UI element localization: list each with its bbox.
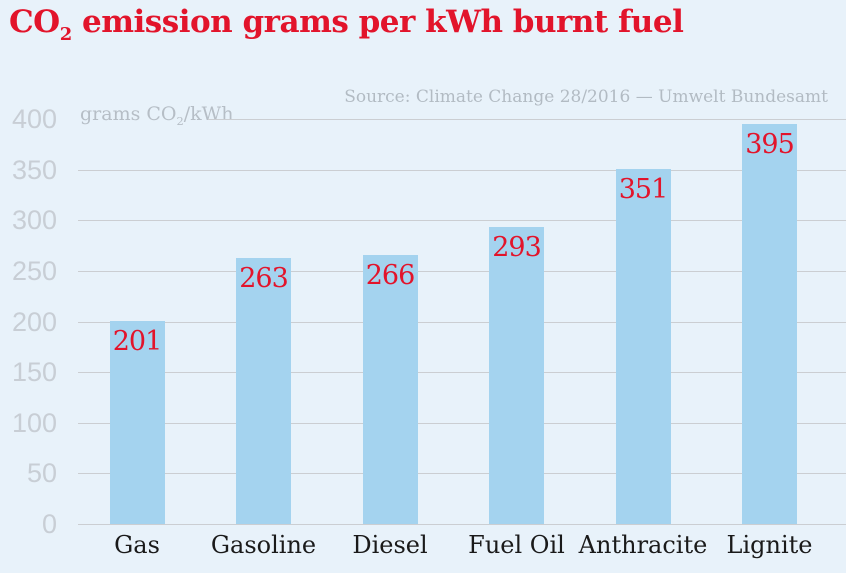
chart-title-rest: emission grams per kWh burnt fuel [71,4,684,40]
y-tick-label-200: 200 [11,306,57,337]
gridline-400 [208,119,846,120]
y-tick-label-250: 250 [11,255,57,286]
x-category-label-lignite: Lignite [726,531,813,559]
bar-value-label: 266 [365,259,416,291]
x-category-label-gas: Gas [114,531,160,559]
unit-prefix: grams CO [80,103,177,125]
y-tick-label-300: 300 [11,205,57,236]
bar-value-label: 293 [492,232,542,264]
bar-diesel: 266 [362,254,418,524]
chart-title: CO2 emission grams per kWh burnt fuel [9,4,684,46]
x-category-label-gasoline: Gasoline [210,531,317,559]
bar-lignite: 395 [742,124,797,524]
y-tick-label-150: 150 [11,357,57,388]
bar-value-label: 201 [112,325,163,357]
chart-title-prefix: CO [9,4,60,40]
gridline-100 [78,422,846,424]
source-credit: Source: Climate Change 28/2016 — Umwelt … [344,87,828,107]
bar-value-label: 263 [239,262,289,294]
unit-subscript: 2 [176,114,184,129]
gridline-150 [78,372,846,374]
gridline-50 [78,473,846,475]
gridline-350 [78,169,846,171]
gridline-200 [78,321,846,323]
gridline-0 [78,524,846,525]
x-category-label-anthracite: Anthracite [578,531,708,559]
y-tick-label-50: 50 [26,458,57,489]
bar-fuel-oil: 293 [489,227,544,524]
y-tick-label-100: 100 [11,407,57,438]
bar-anthracite: 351 [615,168,671,524]
chart-title-subscript: 2 [59,24,73,46]
y-tick-label-350: 350 [11,154,57,185]
bar-gas: 201 [109,320,165,524]
bar-gasoline: 263 [236,257,291,524]
y-tick-label-400: 400 [11,104,57,134]
bar-value-label: 351 [618,173,669,205]
gridline-250 [78,270,846,272]
y-tick-label-0: 0 [41,509,57,539]
gridline-300 [78,220,846,222]
plot-area: 201 263 266 293 351 395 [78,119,846,525]
x-category-label-diesel: Diesel [352,531,428,559]
x-category-label-fuel-oil: Fuel Oil [468,531,565,559]
bar-value-label: 395 [745,129,795,161]
